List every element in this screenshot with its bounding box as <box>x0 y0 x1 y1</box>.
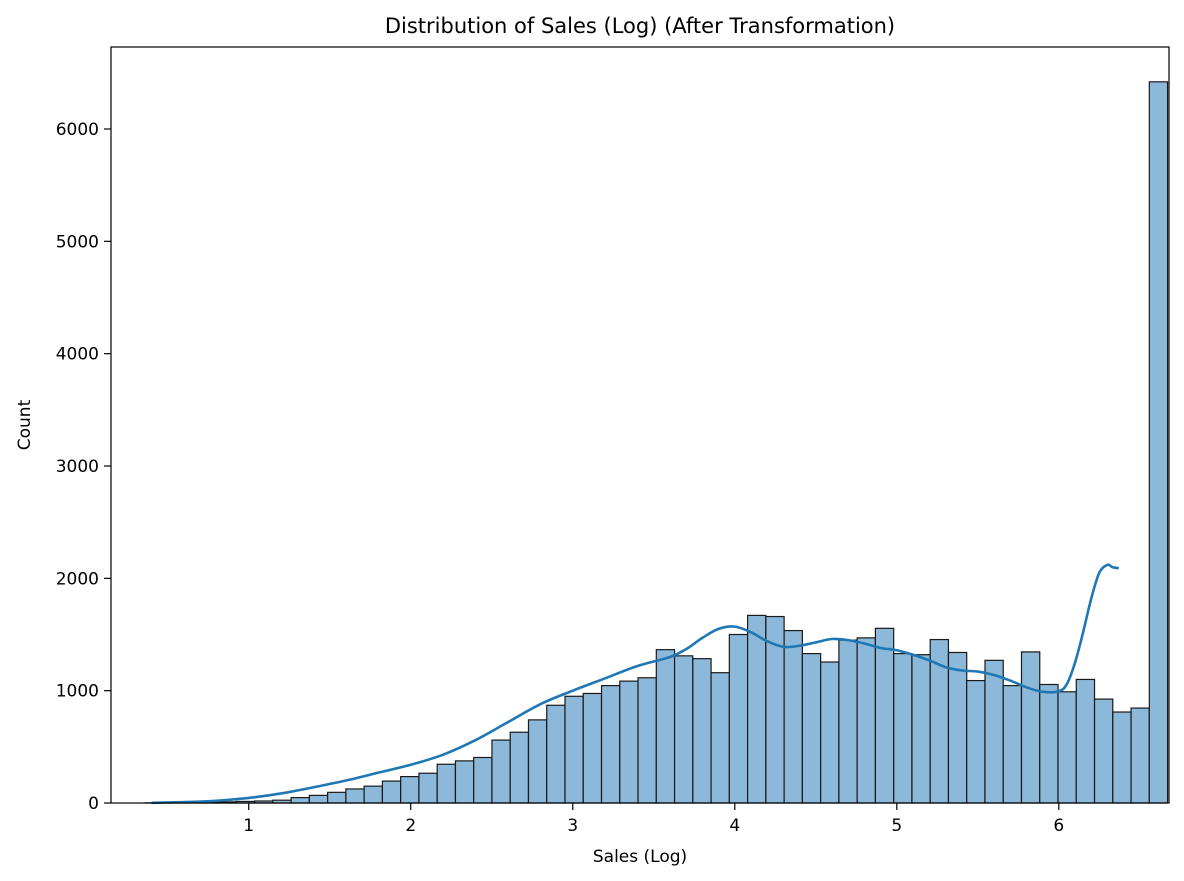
histogram-bar <box>728 633 749 804</box>
histogram-bar <box>783 629 803 804</box>
kde-curve <box>151 563 1119 805</box>
histogram-bar <box>893 652 913 804</box>
histogram-bar <box>527 719 548 804</box>
histogram-bar <box>1075 678 1096 804</box>
y-tick-label: 4000 <box>56 345 99 365</box>
y-tick-label: 1000 <box>56 682 99 702</box>
histogram-bar <box>746 614 767 804</box>
histogram-bar <box>856 637 877 804</box>
histogram-bar <box>1112 711 1132 804</box>
x-tick-label: 2 <box>405 816 416 836</box>
histogram-bar <box>637 677 657 804</box>
histogram-bar <box>874 627 895 804</box>
histogram-bar <box>546 704 566 804</box>
histogram-bar <box>1148 81 1169 804</box>
histogram-bar <box>801 652 822 804</box>
histogram-bar <box>600 685 621 804</box>
y-tick-label: 2000 <box>56 569 99 589</box>
histogram-bar <box>655 649 676 804</box>
histogram-bar <box>345 788 365 804</box>
histogram-bar <box>582 692 603 804</box>
histogram-bar <box>1130 707 1150 804</box>
x-tick-label: 4 <box>729 816 740 836</box>
y-tick-label: 3000 <box>56 457 99 477</box>
x-axis-label: Sales (Log) <box>593 847 687 867</box>
histogram-bar <box>911 654 931 804</box>
y-axis-ticks: 0 1000 2000 3000 4000 5000 6000 <box>56 120 111 814</box>
histogram-bars <box>144 81 1169 804</box>
histogram-bar <box>692 658 712 804</box>
histogram-bar <box>966 679 986 804</box>
x-tick-label: 5 <box>891 816 902 836</box>
x-tick-label: 6 <box>1053 816 1064 836</box>
y-axis-label: Count <box>15 399 35 450</box>
histogram-bar <box>1093 698 1114 804</box>
chart-title: Distribution of Sales (Log) (After Trans… <box>385 14 895 38</box>
histogram-bar <box>381 780 402 804</box>
x-tick-label: 3 <box>567 816 578 836</box>
histogram-bar <box>290 797 310 804</box>
histogram-bar <box>984 659 1004 804</box>
histogram-bar <box>710 672 730 804</box>
plot-frame <box>110 46 1170 804</box>
histogram-bar <box>1039 683 1059 804</box>
y-tick-label: 0 <box>88 794 99 814</box>
histogram-bar <box>564 695 584 804</box>
histogram-bar <box>1020 651 1041 804</box>
histogram-bar <box>947 651 968 804</box>
histogram-bar <box>473 756 493 804</box>
histogram-bar <box>418 772 438 804</box>
histogram-bar <box>436 763 457 804</box>
y-tick-label: 6000 <box>56 120 99 140</box>
histogram-bar <box>820 661 840 804</box>
histogram-bar <box>838 639 858 804</box>
histogram-bar <box>1002 685 1023 804</box>
histogram-bar <box>1057 691 1077 804</box>
histogram-bar <box>491 739 511 804</box>
histogram-bar <box>327 791 347 804</box>
x-axis-ticks: 1 2 3 4 5 6 <box>243 803 1064 836</box>
y-tick-label: 5000 <box>56 232 99 252</box>
histogram-bar <box>619 680 639 804</box>
histogram-bar <box>363 785 384 804</box>
histogram-bar <box>673 655 694 804</box>
histogram-bar <box>308 794 329 804</box>
histogram-bar <box>509 731 530 804</box>
histogram-bar <box>400 776 420 804</box>
histogram-bar <box>454 760 475 804</box>
x-tick-label: 1 <box>243 816 254 836</box>
